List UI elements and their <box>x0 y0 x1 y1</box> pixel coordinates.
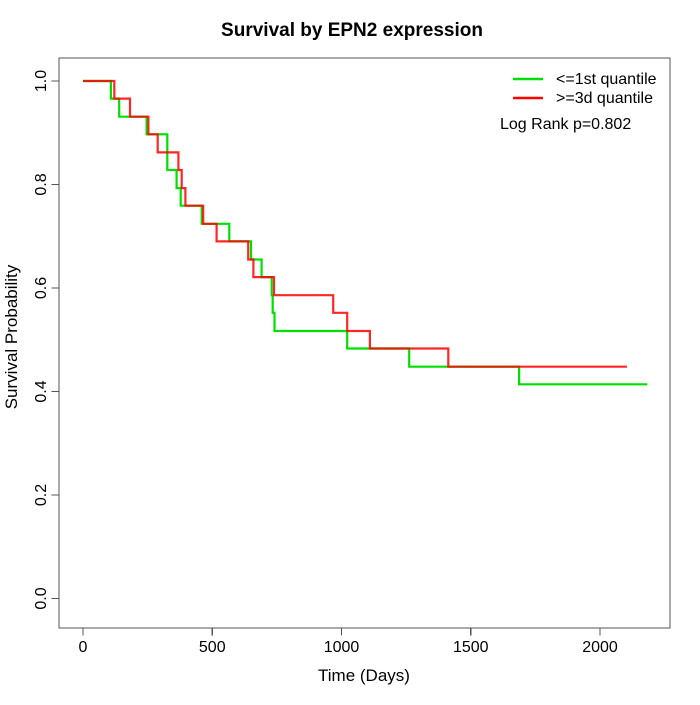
y-tick-label: 0.0 <box>33 587 50 609</box>
x-tick-label: 1500 <box>453 639 489 656</box>
x-axis-title: Time (Days) <box>318 666 410 685</box>
log-rank-p-value: Log Rank p=0.802 <box>500 116 631 133</box>
y-tick-label: 0.8 <box>33 173 50 195</box>
y-axis-ticks: 0.0 0.2 0.4 0.6 0.8 1.0 <box>33 70 59 610</box>
x-tick-label: 500 <box>199 639 226 656</box>
y-tick-label: 0.2 <box>33 484 50 506</box>
y-tick-label: 1.0 <box>33 70 50 92</box>
legend-label-1st-quantile: <=1st quantile <box>556 71 657 88</box>
x-tick-label: 1000 <box>324 639 360 656</box>
x-axis-ticks: 0 500 1000 1500 2000 <box>79 628 618 656</box>
legend-label-3d-quantile: >=3d quantile <box>556 90 653 107</box>
y-tick-label: 0.4 <box>33 380 50 402</box>
plot-frame <box>58 57 671 629</box>
x-tick-label: 2000 <box>582 639 618 656</box>
legend: <=1st quantile >=3d quantile Log Rank p=… <box>500 71 657 133</box>
km-curves <box>83 79 648 386</box>
km-curve-3d-quantile <box>83 79 627 368</box>
y-axis-title: Survival Probability <box>2 264 21 409</box>
chart-title: Survival by EPN2 expression <box>221 20 483 41</box>
x-tick-label: 0 <box>79 639 88 656</box>
y-tick-label: 0.6 <box>33 277 50 299</box>
